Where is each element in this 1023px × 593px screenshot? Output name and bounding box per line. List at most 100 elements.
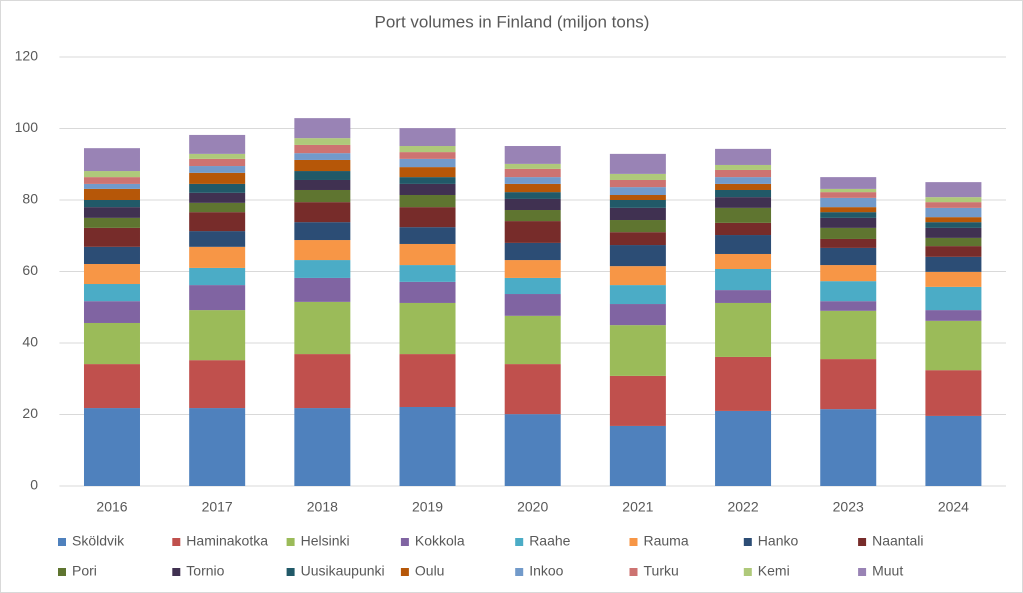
- bar-segment: [83, 200, 140, 208]
- bar-segment: [83, 171, 140, 178]
- bar-segment: [83, 177, 140, 184]
- bar-segment: [820, 177, 877, 189]
- bar-segment: [294, 222, 351, 241]
- bar-segment: [399, 167, 456, 178]
- bar-segment: [83, 246, 140, 264]
- bar-segment: [189, 153, 246, 159]
- bar-segment: [399, 194, 456, 208]
- x-tick-label: 2019: [412, 499, 443, 515]
- bar-segment: [925, 222, 982, 228]
- bar-segment: [399, 354, 456, 407]
- bar-segment: [925, 202, 982, 208]
- bar-segment: [925, 207, 982, 218]
- bar-segment: [399, 227, 456, 244]
- bar-segment: [189, 246, 246, 268]
- bar-segment: [294, 202, 351, 223]
- legend-swatch: [515, 538, 524, 546]
- bar-segment: [399, 177, 456, 184]
- bar-segment: [820, 409, 877, 486]
- bar-segment: [504, 315, 561, 365]
- legend-swatch: [743, 538, 752, 546]
- bar-segment: [925, 320, 982, 371]
- bar-segment: [715, 207, 772, 223]
- bar-segment: [715, 268, 772, 291]
- bar-segment: [504, 242, 561, 261]
- legend-label: Kokkola: [415, 533, 465, 549]
- bar-segment: [820, 247, 877, 266]
- bar-segment: [820, 197, 877, 208]
- bar-segment: [715, 169, 772, 178]
- bar-segment: [715, 164, 772, 170]
- legend-swatch: [58, 538, 66, 546]
- bar-segment: [609, 266, 666, 286]
- bar-segment: [609, 200, 666, 208]
- bar-segment: [294, 301, 351, 355]
- bar-segment: [925, 310, 982, 321]
- bar-segment: [715, 253, 772, 269]
- bar-segment: [925, 227, 982, 238]
- bar-segment: [609, 304, 666, 326]
- legend-swatch: [629, 538, 638, 546]
- bar-segment: [609, 173, 666, 180]
- bar-segment: [189, 166, 246, 173]
- bar-segment: [715, 410, 772, 486]
- bar-segment: [820, 207, 877, 213]
- legend-label: Turku: [644, 563, 679, 579]
- bar-segment: [715, 148, 772, 165]
- bar-segment: [83, 217, 140, 228]
- legend-swatch: [515, 568, 524, 576]
- bar-segment: [83, 148, 140, 172]
- x-tick-label: 2023: [833, 499, 864, 515]
- legend-swatch: [858, 568, 867, 576]
- bar-segment: [609, 187, 666, 195]
- legend-swatch: [858, 538, 867, 546]
- bar-segment: [294, 260, 351, 278]
- bar-segment: [925, 246, 982, 257]
- bar-segment: [820, 310, 877, 360]
- bar-segment: [189, 134, 246, 154]
- x-tick-label: 2021: [622, 499, 653, 515]
- bar-segment: [609, 425, 666, 486]
- bar-segment: [715, 235, 772, 254]
- bar-segment: [83, 408, 140, 486]
- bar-segment: [399, 243, 456, 266]
- bar-segment: [294, 408, 351, 486]
- bar-segment: [609, 325, 666, 376]
- x-tick-label: 2017: [202, 499, 233, 515]
- bar-segment: [820, 217, 877, 228]
- bar-segment: [925, 415, 982, 486]
- x-tick-label: 2016: [96, 499, 127, 515]
- bar-segment: [189, 231, 246, 247]
- bar-segment: [399, 158, 456, 168]
- bar-segment: [820, 359, 877, 410]
- bar-segment: [294, 179, 351, 190]
- bar-segment: [83, 207, 140, 218]
- bar-segment: [715, 177, 772, 184]
- bar-segment: [294, 144, 351, 154]
- y-tick-label: 40: [22, 334, 38, 350]
- y-tick-label: 120: [15, 48, 39, 64]
- bar-segment: [294, 277, 351, 302]
- bar-segment: [820, 301, 877, 311]
- bar-segment: [399, 207, 456, 228]
- y-tick-label: 60: [22, 262, 38, 278]
- bar-segment: [294, 354, 351, 409]
- legend-swatch: [400, 538, 409, 546]
- bar-segment: [715, 290, 772, 303]
- bar-segment: [399, 302, 456, 355]
- bar-segment: [820, 281, 877, 302]
- bar-segment: [294, 189, 351, 203]
- bar-segment: [715, 302, 772, 357]
- bar-segment: [715, 189, 772, 198]
- bar-segment: [925, 217, 982, 223]
- bar-segment: [504, 221, 561, 243]
- bar-segment: [925, 256, 982, 272]
- bar-segment: [820, 212, 877, 218]
- bar-segment: [609, 153, 666, 174]
- legend-label: Haminakotka: [186, 533, 268, 549]
- bar-segment: [189, 158, 246, 167]
- legend-label: Oulu: [415, 563, 445, 579]
- bar-segment: [189, 310, 246, 361]
- bar-segment: [83, 364, 140, 409]
